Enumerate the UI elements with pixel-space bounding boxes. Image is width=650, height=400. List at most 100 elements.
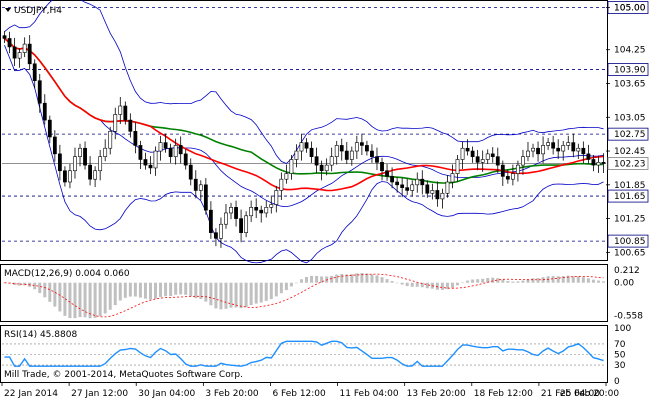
candle-body <box>173 145 178 157</box>
rsi-tick-label: 70 <box>614 340 626 350</box>
candle-body <box>198 184 203 191</box>
macd-bar <box>229 282 233 308</box>
candle-body <box>561 145 566 152</box>
macd-bar <box>556 276 560 283</box>
macd-bar <box>143 282 147 299</box>
rsi-label: RSI(14) 45.8808 <box>4 330 77 340</box>
candle-body <box>329 156 334 166</box>
candle-body <box>420 178 425 186</box>
level-label-text: 105.00 <box>614 4 646 14</box>
macd-bar <box>415 282 419 287</box>
candle-body <box>450 173 455 183</box>
candle-body <box>505 176 510 180</box>
current-price-box <box>607 157 649 170</box>
candle-body <box>113 114 118 132</box>
macd-bar <box>254 282 258 304</box>
macd-bar <box>284 282 288 291</box>
time-tick-label: 25 Feb 20:00 <box>560 389 619 399</box>
candle-body <box>440 192 445 200</box>
macd-bar <box>189 282 193 297</box>
macd-bar <box>340 274 344 283</box>
level-label-text: 103.90 <box>614 65 646 75</box>
macd-bar <box>164 282 168 297</box>
macd-bar <box>174 282 178 295</box>
candle-body <box>571 142 576 152</box>
macd-bar <box>294 282 298 284</box>
macd-bar <box>264 282 268 301</box>
candle-body <box>103 147 108 157</box>
macd-pane-frame <box>0 264 608 322</box>
macd-bar <box>98 282 102 317</box>
candle-body <box>490 153 495 157</box>
macd-bar <box>43 282 47 298</box>
candle-body <box>153 150 158 169</box>
candle-body <box>591 159 596 166</box>
candle-body <box>339 145 344 152</box>
macd-bar <box>78 282 82 318</box>
price-tick-label: 100.65 <box>614 248 646 258</box>
candle-body <box>78 147 82 157</box>
macd-indicator: 0.212 0.00 -0.558 <box>3 266 643 322</box>
candle-body <box>133 131 138 146</box>
candle-body <box>495 156 500 166</box>
macd-bar <box>279 282 283 294</box>
price-tick-label: 105.00 <box>614 4 646 14</box>
macd-bar <box>380 277 384 283</box>
macd-bar <box>566 275 570 283</box>
macd-bar <box>445 282 449 290</box>
macd-bar <box>108 282 112 310</box>
candle-body <box>516 164 520 174</box>
macd-bar <box>405 282 409 287</box>
time-tick-label: 22 Jan 2014 <box>4 389 58 399</box>
candle-body <box>203 184 208 211</box>
macd-bar <box>571 276 575 283</box>
macd-bar <box>299 279 303 283</box>
macd-bar <box>591 279 595 283</box>
macd-bar <box>219 282 223 310</box>
macd-bar <box>335 274 339 283</box>
candle-body <box>138 145 143 160</box>
candle-body <box>224 212 228 225</box>
candle-body <box>208 209 213 233</box>
macd-bar <box>305 276 309 283</box>
chevron-down-icon[interactable] <box>5 8 11 12</box>
candle-body <box>108 131 113 149</box>
candle-body <box>299 142 304 152</box>
candle-body <box>37 80 42 104</box>
macd-bar <box>506 280 510 283</box>
candle-body <box>193 178 198 191</box>
candle-body <box>289 159 294 174</box>
candle-body <box>2 35 7 39</box>
candle-body <box>123 105 128 121</box>
candle-body <box>63 170 67 183</box>
macd-bar <box>148 282 152 300</box>
price-tick-label: 101.85 <box>614 181 646 191</box>
price-tick-label: 101.25 <box>614 215 646 225</box>
candlesticks <box>2 31 606 248</box>
candle-body <box>395 181 400 186</box>
macd-bar <box>310 275 314 283</box>
macd-bar <box>123 282 127 298</box>
macd-bar <box>18 282 22 286</box>
macd-bar <box>365 273 369 283</box>
candle-body <box>375 156 379 163</box>
macd-bar <box>370 274 374 283</box>
candle-body <box>47 119 52 138</box>
macd-bar <box>476 279 480 283</box>
macd-bar <box>68 282 72 319</box>
candle-body <box>284 173 289 180</box>
macd-bar <box>516 281 520 283</box>
macd-bar <box>199 282 203 300</box>
candle-body <box>596 162 601 166</box>
candle-body <box>460 147 465 160</box>
macd-label: MACD(12,26,9) 0.004 0.060 <box>4 269 130 279</box>
candle-body <box>274 190 279 205</box>
candle-body <box>214 232 218 239</box>
time-tick-label: 3 Feb 20:00 <box>205 389 259 399</box>
macd-bar <box>234 282 238 308</box>
time-tick-label: 18 Feb 12:00 <box>474 389 533 399</box>
macd-tick-label: -0.558 <box>614 312 643 322</box>
level-label-text: 102.75 <box>614 130 646 140</box>
